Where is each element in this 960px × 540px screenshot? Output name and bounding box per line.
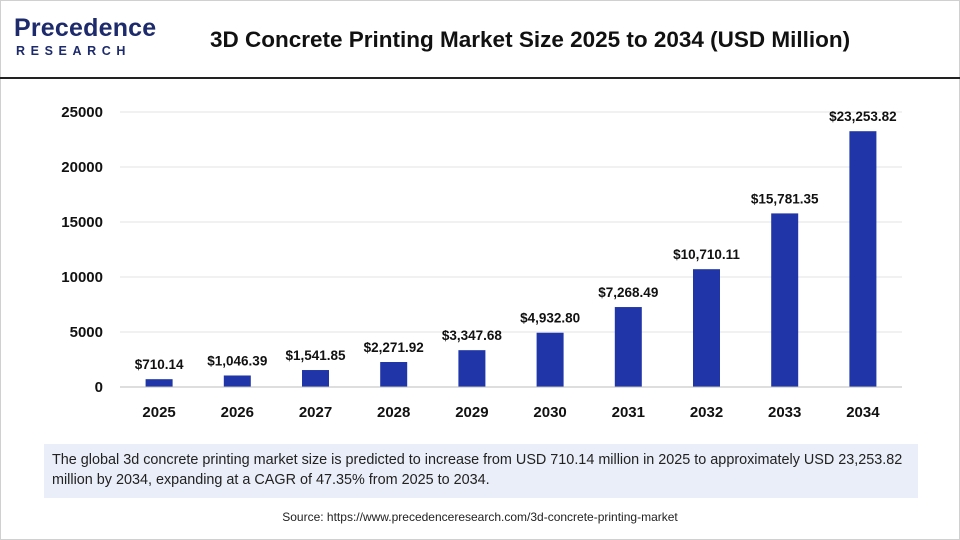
y-axis-ticks: 0 5000 10000 15000 20000 25000 [61, 104, 103, 396]
data-label: $2,271.92 [364, 340, 424, 355]
data-label: $23,253.82 [829, 109, 897, 124]
bar-2026 [223, 375, 251, 387]
x-tick-label: 2026 [221, 404, 254, 421]
y-tick-label: 5000 [70, 324, 103, 341]
x-axis-ticks: 2025 2026 2027 2028 2029 2030 2031 2032 2033 2034 [142, 404, 880, 421]
x-tick-label: 2029 [455, 404, 488, 421]
y-tick-label: 10000 [61, 269, 103, 286]
y-tick-label: 25000 [61, 104, 103, 121]
x-tick-label: 2028 [377, 404, 410, 421]
logo-subtitle: RESEARCH [16, 44, 131, 58]
description-box: The global 3d concrete printing market s… [44, 444, 918, 498]
x-tick-label: 2031 [612, 404, 645, 421]
data-label: $15,781.35 [751, 191, 819, 206]
bars [145, 131, 877, 387]
bar-2029 [458, 350, 486, 387]
bar-2034 [849, 131, 877, 387]
source-text: Source: https://www.precedenceresearch.c… [282, 510, 678, 524]
data-label: $10,710.11 [673, 247, 740, 262]
data-label: $7,268.49 [598, 285, 658, 300]
logo-wordmark-rest: recedence [30, 14, 157, 42]
x-tick-label: 2030 [533, 404, 566, 421]
data-label: $710.14 [135, 357, 184, 372]
bar-2031 [614, 307, 642, 387]
chart-title: 3D Concrete Printing Market Size 2025 to… [210, 27, 851, 52]
bar-2028 [380, 362, 408, 387]
x-tick-label: 2032 [690, 404, 723, 421]
x-tick-label: 2034 [846, 404, 880, 421]
y-tick-label: 20000 [61, 159, 103, 176]
data-label: $3,347.68 [442, 328, 503, 343]
x-tick-label: 2025 [142, 404, 175, 421]
bar-2033 [771, 213, 799, 387]
bar-2032 [693, 269, 720, 387]
logo-wordmark: Precedence [14, 14, 156, 43]
data-label: $1,046.39 [207, 353, 267, 368]
bar-2027 [302, 370, 329, 387]
header-divider [0, 77, 960, 79]
header: Precedence RESEARCH 3D Concrete Printing… [0, 0, 960, 79]
precedence-research-logo: Precedence RESEARCH [14, 14, 174, 64]
x-tick-label: 2033 [768, 404, 801, 421]
data-label: $1,541.85 [285, 348, 346, 363]
logo-letter: P [14, 14, 31, 42]
data-labels: $710.14 $1,046.39 $1,541.85 $2,271.92 $3,347… [135, 109, 897, 372]
y-tick-label: 15000 [61, 214, 103, 231]
bar-2025 [145, 379, 173, 387]
x-tick-label: 2027 [299, 404, 332, 421]
bar-2030 [536, 332, 564, 387]
y-tick-label: 0 [95, 379, 103, 396]
description-text: The global 3d concrete printing market s… [52, 452, 903, 488]
bar-chart: 0 5000 10000 15000 20000 25000 $710.14 $1,046.… [61, 104, 902, 421]
data-label: $4,932.80 [520, 311, 580, 326]
